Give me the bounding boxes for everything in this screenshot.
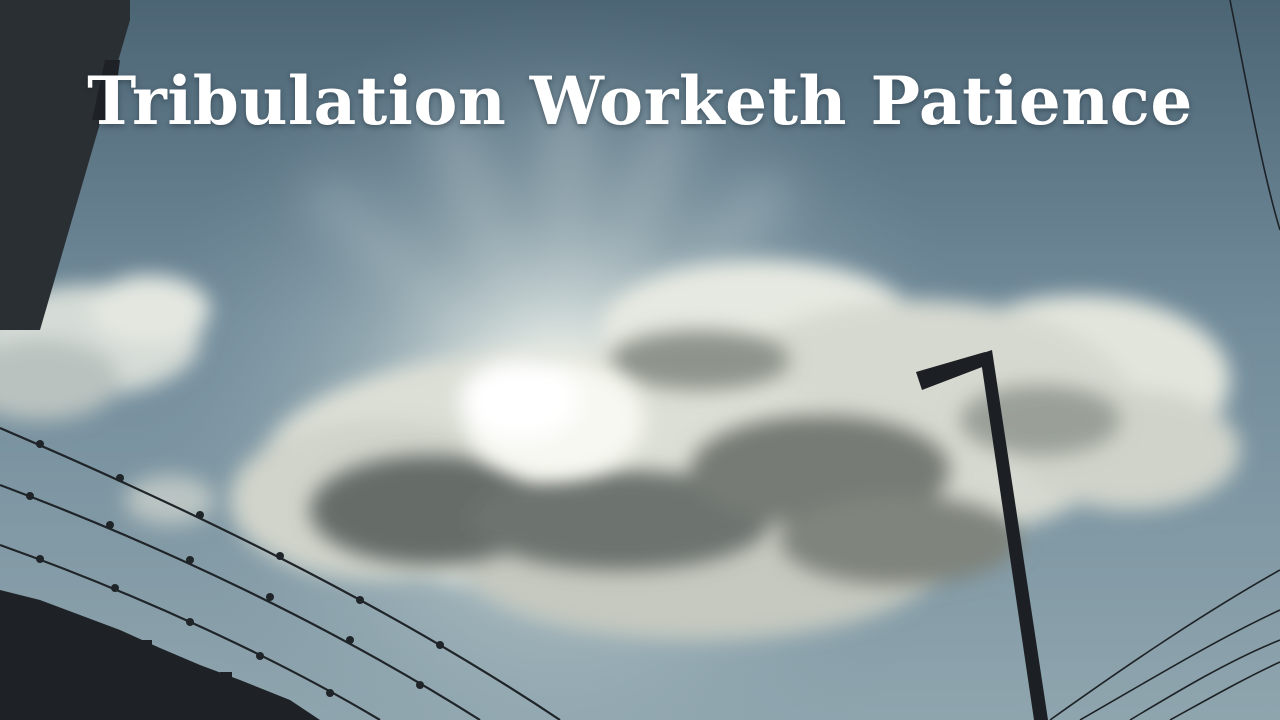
- title-text: Tribulation Worketh Patience: [87, 62, 1193, 140]
- rooftop-silhouette: [0, 590, 320, 720]
- cloud-shadow: [310, 330, 1120, 585]
- barb-knots: [26, 440, 444, 697]
- building-edge: [0, 0, 130, 330]
- power-lines: [1049, 0, 1280, 720]
- sun-burst: [460, 360, 645, 480]
- left-cloud: [0, 275, 215, 525]
- street-lamp: [916, 350, 1048, 720]
